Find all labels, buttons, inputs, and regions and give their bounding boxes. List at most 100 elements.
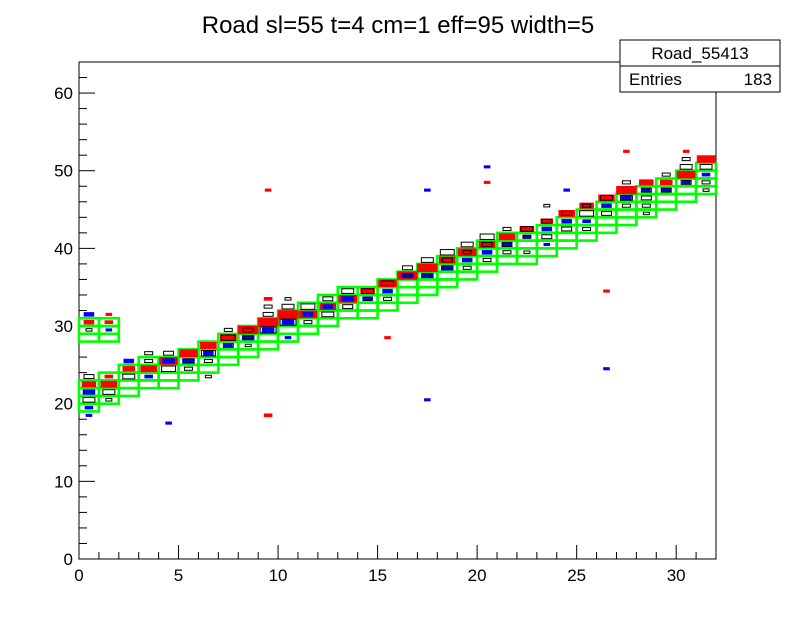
black-cell (361, 288, 375, 294)
blue-cell (501, 242, 513, 247)
red-cell (603, 289, 610, 293)
red-cell (263, 413, 273, 418)
blue-cell (424, 398, 431, 402)
black-cell (701, 180, 711, 185)
black-cell (462, 265, 472, 270)
blue-cell (660, 187, 672, 193)
black-cell (681, 157, 691, 162)
black-cell (383, 296, 393, 301)
black-cell (163, 350, 175, 356)
black-cell (541, 234, 553, 240)
road-box (97, 316, 121, 328)
red-cell (200, 342, 217, 349)
red-cell (257, 317, 279, 327)
stats-entries-value: 183 (744, 70, 772, 89)
red-cell (237, 325, 259, 335)
red-cell (616, 185, 637, 195)
black-cell (220, 334, 236, 341)
black-cell (222, 343, 234, 348)
red-cell (417, 263, 438, 272)
black-cell (699, 164, 713, 170)
blue-cell (424, 188, 431, 192)
blue-cell (203, 350, 214, 356)
blue-cell (582, 219, 591, 224)
black-cell (303, 320, 313, 325)
blue-cell (284, 336, 292, 340)
red-cell (639, 179, 654, 186)
black-cell (439, 249, 455, 256)
black-cell (541, 218, 553, 224)
black-cell (582, 203, 592, 208)
blue-cell (261, 327, 275, 333)
blue-cell (123, 358, 135, 364)
black-cell (702, 188, 710, 192)
black-cell (641, 203, 651, 208)
blue-cell (481, 250, 493, 255)
black-cell (183, 358, 194, 364)
blue-cell (642, 188, 651, 192)
red-cell (558, 210, 575, 217)
blue-cell (543, 242, 551, 247)
black-cell (482, 257, 492, 263)
red-cell (676, 170, 696, 179)
red-cell (104, 374, 114, 379)
blue-cell (440, 265, 454, 271)
black-cell (279, 318, 297, 326)
black-cell (462, 250, 472, 255)
black-cell (582, 226, 592, 232)
black-cell (242, 327, 254, 333)
black-cell (561, 210, 573, 216)
black-cell (621, 203, 631, 208)
stats-box-name: Road_55413 (651, 44, 748, 63)
blue-cell (241, 335, 255, 341)
stats-box: Road_55413 Entries 183 (619, 39, 781, 93)
black-cell (479, 233, 495, 240)
black-cell (680, 179, 692, 185)
black-cell (422, 273, 432, 278)
black-cell (679, 164, 693, 170)
red-cell (105, 312, 113, 316)
red-cell (277, 310, 299, 319)
red-cell (498, 233, 516, 241)
blue-cell (84, 405, 94, 410)
black-cell (481, 242, 493, 247)
red-cell (483, 180, 491, 184)
black-cell (82, 396, 96, 403)
x-tick-label: 20 (468, 566, 487, 585)
black-cell (300, 303, 316, 310)
blue-cell (681, 180, 691, 185)
black-cell (441, 257, 453, 263)
black-cell (640, 187, 652, 193)
black-cell (161, 365, 177, 372)
stats-entries-label: Entries (629, 70, 682, 89)
black-cell (204, 374, 212, 379)
black-cell (460, 241, 474, 248)
blue-cell (224, 343, 233, 348)
blue-cell (601, 203, 612, 208)
blue-cell (621, 195, 632, 201)
red-cell (378, 279, 397, 288)
black-cell (284, 297, 292, 301)
red-cell (100, 380, 118, 388)
red-cell (140, 365, 157, 373)
black-cell (184, 366, 193, 371)
black-cell (281, 303, 295, 310)
black-cell (321, 311, 335, 318)
black-cell (200, 349, 216, 357)
black-cell (243, 335, 253, 340)
black-cell (105, 398, 113, 402)
red-cell (122, 366, 136, 372)
red-cell (439, 256, 456, 264)
x-tick-label: 30 (667, 566, 686, 585)
blue-cell (483, 165, 491, 169)
x-tick-label: 5 (174, 566, 183, 585)
red-cell (598, 194, 615, 202)
blue-cell (603, 367, 610, 371)
chart-title: Road sl=55 t=4 cm=1 eff=95 width=5 (202, 12, 595, 39)
x-tick-label: 0 (74, 566, 83, 585)
black-cell (259, 326, 277, 334)
red-cell (682, 149, 690, 153)
black-cell (401, 265, 413, 271)
blue-cell (82, 389, 96, 395)
black-cell (522, 234, 532, 239)
